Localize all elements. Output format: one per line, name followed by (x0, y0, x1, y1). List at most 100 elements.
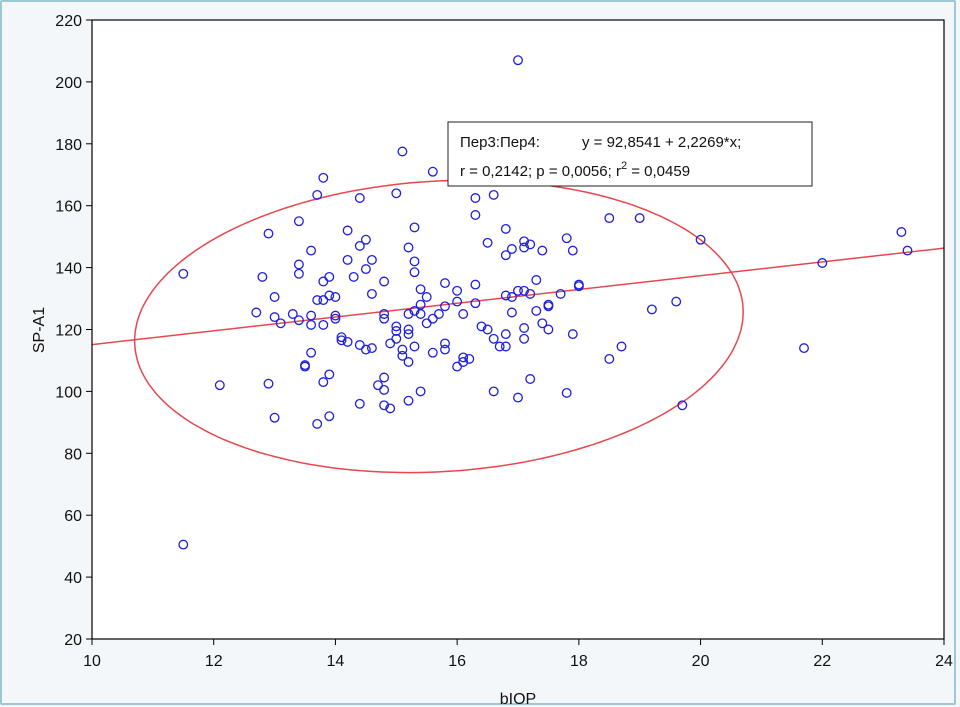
data-point (500, 341, 511, 352)
fit-layer (92, 247, 944, 346)
legend-stats-prefix: r = 0,2142; p = 0,0056; r (460, 163, 621, 180)
legend-stats: r = 0,2142; p = 0,0056; r2 = 0,0459 (460, 160, 690, 180)
x-axis-title: bIOP (500, 691, 536, 707)
data-point (543, 324, 554, 335)
data-point (440, 338, 450, 349)
x-tick-label: 14 (327, 653, 345, 670)
data-point (427, 313, 438, 324)
data-point (263, 228, 274, 239)
data-point (616, 341, 627, 352)
y-tick-label: 80 (64, 446, 82, 463)
regression-legend: Пер3:Пер4: y = 92,8541 + 2,2269*x; r = 0… (447, 121, 813, 187)
data-point (506, 244, 517, 254)
data-point (348, 271, 359, 282)
data-point (336, 332, 347, 343)
data-point (458, 352, 469, 363)
confidence-ellipse (133, 179, 744, 474)
data-point (543, 301, 554, 312)
data-point (306, 347, 317, 358)
data-point (397, 344, 408, 355)
data-point (531, 275, 542, 285)
y-tick-label: 20 (64, 632, 82, 649)
legend-stats-sup: 2 (621, 160, 627, 172)
data-point (525, 288, 536, 299)
x-tick-label: 16 (448, 653, 466, 670)
data-point (403, 309, 414, 319)
data-point (312, 295, 323, 306)
data-point (366, 254, 377, 265)
data-point (354, 240, 365, 251)
data-point (178, 268, 189, 279)
data-point (379, 384, 390, 395)
legend-variables: Пер3:Пер4: (460, 134, 540, 151)
data-point (458, 309, 469, 319)
data-point (385, 403, 396, 414)
data-point (896, 227, 907, 237)
data-point (379, 309, 390, 319)
data-point (287, 309, 298, 319)
points-layer (178, 55, 913, 550)
data-point (440, 278, 450, 289)
data-point (519, 242, 530, 253)
data-point (306, 310, 317, 321)
data-point (506, 307, 517, 318)
data-point (415, 386, 426, 397)
data-point (415, 309, 426, 319)
data-point (513, 55, 523, 66)
data-point (251, 307, 262, 318)
data-point (470, 298, 481, 309)
data-point (312, 189, 323, 200)
data-point (403, 324, 414, 335)
data-point (373, 380, 383, 391)
data-point (646, 304, 657, 315)
x-tick-label: 18 (570, 653, 588, 670)
data-point (379, 400, 390, 411)
data-point (318, 377, 329, 388)
data-point (604, 353, 615, 364)
data-point (525, 374, 536, 384)
data-point (269, 412, 280, 423)
data-point (415, 284, 426, 295)
data-point (257, 271, 268, 282)
data-point (306, 245, 317, 256)
data-point (293, 315, 304, 326)
data-point (342, 225, 353, 236)
data-point (409, 256, 420, 267)
data-point (269, 292, 280, 302)
data-point (312, 418, 323, 429)
y-tick-label: 180 (55, 137, 82, 154)
data-point (360, 344, 371, 355)
data-point (409, 341, 420, 352)
data-point (178, 539, 189, 550)
data-point (500, 290, 511, 301)
data-point (324, 411, 335, 422)
data-point (342, 336, 353, 347)
y-tick-label: 40 (64, 570, 82, 587)
data-point (391, 321, 402, 332)
data-point (677, 400, 688, 411)
data-point (500, 329, 511, 340)
data-point (482, 237, 493, 248)
data-point (671, 296, 682, 307)
data-point (391, 188, 402, 199)
data-point (817, 258, 828, 268)
data-point (214, 380, 225, 391)
data-point (324, 290, 335, 301)
data-point (500, 250, 511, 261)
data-point (440, 344, 450, 355)
data-point (567, 329, 578, 340)
data-point (561, 387, 572, 398)
x-tick-label: 10 (83, 653, 101, 670)
y-axis-title: SP-A1 (31, 307, 48, 353)
data-point (500, 223, 511, 234)
regression-line (92, 247, 944, 346)
data-point (293, 259, 304, 270)
data-point (366, 288, 377, 299)
data-point (476, 321, 487, 332)
x-tick-label: 12 (205, 653, 223, 670)
data-point (452, 296, 463, 307)
data-point (391, 333, 402, 344)
data-point (519, 323, 530, 333)
data-point (470, 210, 481, 220)
